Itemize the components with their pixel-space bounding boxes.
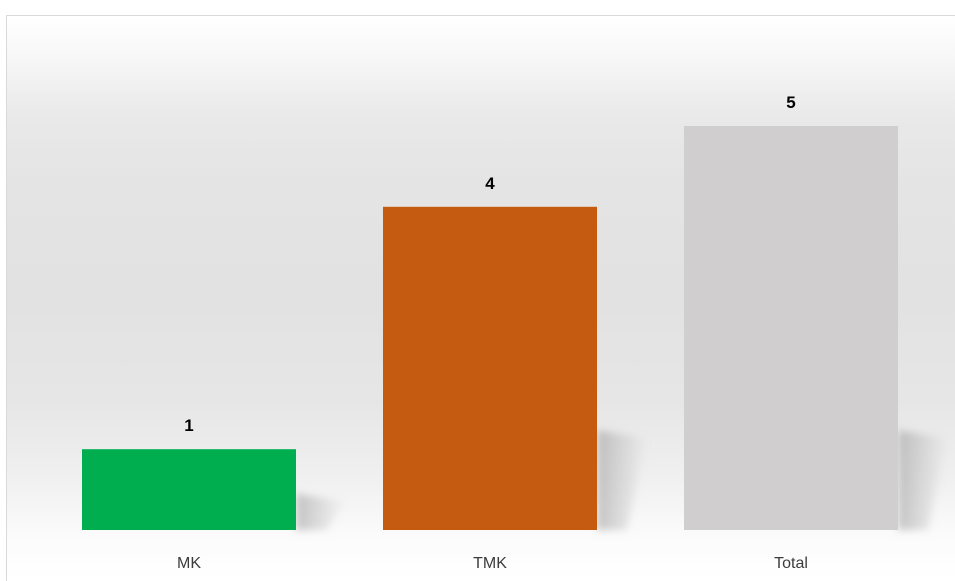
data-label-mk: 1	[184, 416, 193, 435]
bar-total[interactable]	[684, 126, 898, 530]
data-label-tmk: 4	[485, 174, 495, 193]
bars	[82, 126, 898, 531]
bar-chart: 1 4 5 MK TMK Total	[82, 93, 948, 572]
category-label-tmk: TMK	[473, 555, 507, 572]
category-label-mk: MK	[177, 555, 201, 572]
bar-shadow-total	[898, 430, 948, 530]
data-labels: 1 4 5	[184, 93, 795, 435]
bar-shadow-tmk	[597, 430, 647, 530]
bar-mk[interactable]	[82, 449, 296, 530]
bar-tmk[interactable]	[383, 206, 597, 531]
bar-shadows	[296, 430, 948, 530]
chart-area: 1 4 5 MK TMK Total	[6, 15, 955, 581]
bar-shadow-mk	[296, 493, 346, 530]
category-labels: MK TMK Total	[177, 555, 808, 572]
category-label-total: Total	[774, 555, 808, 572]
data-label-total: 5	[786, 93, 795, 112]
